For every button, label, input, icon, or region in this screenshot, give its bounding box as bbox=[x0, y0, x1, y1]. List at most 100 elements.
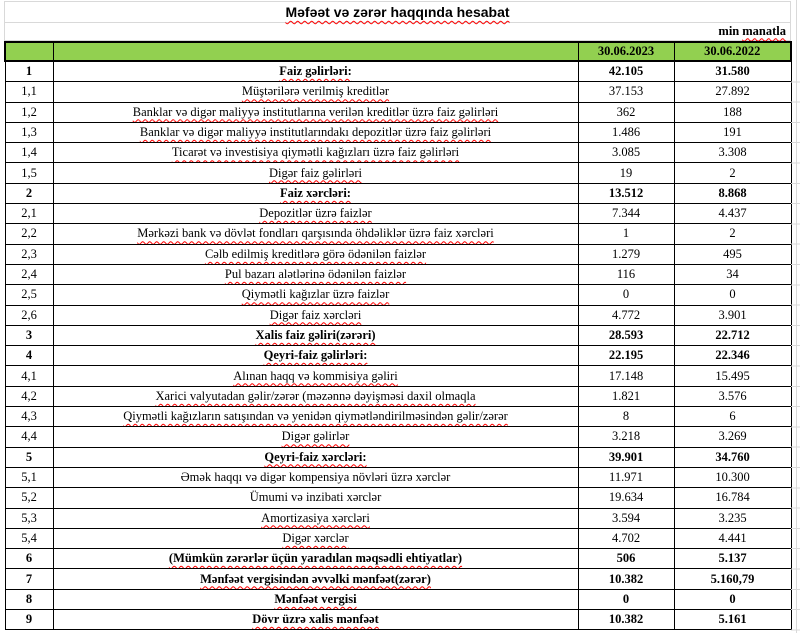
cell-row-number-text: 5 bbox=[25, 449, 33, 464]
cell-value-2022: 34 bbox=[673, 263, 792, 286]
cell-value-2023: 3.218 bbox=[577, 426, 675, 448]
cell-value-2023-text: 13.512 bbox=[608, 185, 644, 200]
table-row: 2,5 Qiymətli kağızlar üzrə faizlər 0 0 bbox=[4, 284, 792, 306]
cell-value-2023: 1.821 bbox=[577, 385, 675, 408]
table-row: 5,3 Amortizasiya xərcləri 3.594 3.235 bbox=[4, 507, 792, 529]
table-row: 4,1 Alınan haqq və kommisiya gəliri 17.148… bbox=[4, 365, 792, 387]
cell-row-label-text: Faiz gəlirləri: bbox=[279, 64, 352, 79]
cell-value-2022-text: 0 bbox=[729, 591, 736, 606]
cell-row-label-text: Depozitlər üzrə faizlər bbox=[259, 206, 372, 221]
cell-value-2022-text: 34 bbox=[726, 267, 739, 282]
cell-value-2022-text: 34.760 bbox=[715, 449, 750, 464]
cell-row-number: 1,3 bbox=[4, 121, 54, 144]
cell-value-2023-text: 11.971 bbox=[609, 470, 643, 485]
table-row: 5,1 Əmək haqqı və digər kompensiya növlər… bbox=[4, 466, 792, 489]
cell-row-label-text: Dövr üzrə xalis mənfəət bbox=[252, 612, 379, 627]
cell-row-number: 5,4 bbox=[4, 527, 54, 550]
cell-value-2023-text: 116 bbox=[616, 267, 636, 282]
cell-row-number-text: 4,2 bbox=[21, 388, 37, 403]
cell-row-number: 1,5 bbox=[4, 162, 54, 184]
cell-row-label: Qiymətli kağızlar üzrə faizlər bbox=[52, 284, 579, 306]
cell-row-number: 2 bbox=[4, 182, 54, 205]
cell-row-label-text: Ümumi və inzibati xərclər bbox=[249, 490, 382, 505]
cell-row-number: 4,2 bbox=[4, 385, 54, 408]
cell-value-2023: 22.195 bbox=[577, 345, 675, 367]
sheet-gridline-vertical bbox=[796, 0, 797, 633]
cell-value-2023: 1.486 bbox=[577, 121, 675, 144]
cell-value-2023: 19.634 bbox=[577, 487, 675, 509]
cell-value-2023: 4.702 bbox=[577, 527, 675, 550]
cell-row-number-text: 8 bbox=[25, 591, 33, 606]
cell-value-2022-text: 3.901 bbox=[718, 307, 747, 322]
cell-value-2022: 3.269 bbox=[673, 426, 792, 448]
table-row: 4,3 Qiymətli kağızların satışından və yen… bbox=[4, 406, 792, 428]
cell-row-label-text: Faiz xərcləri: bbox=[280, 185, 351, 200]
cell-value-2023-text: 17.148 bbox=[608, 368, 644, 383]
cell-value-2022: 3.901 bbox=[673, 304, 792, 326]
unit-row: min manatla bbox=[4, 22, 791, 41]
cell-row-label-text: Xarici valyutadan gəlir/zərər (məzənnə d… bbox=[155, 388, 476, 403]
cell-row-label-text: Qiymətli kağızlar üzrə faizlər bbox=[241, 287, 390, 302]
cell-value-2023: 37.153 bbox=[577, 81, 675, 103]
cell-value-2022-text: 5.160,79 bbox=[710, 571, 755, 586]
table-row: 1,1 Müştərilərə verilmiş kreditlər 37.153 2… bbox=[4, 81, 792, 103]
cell-value-2022-text: 4.437 bbox=[718, 206, 747, 221]
cell-value-2022: 8.868 bbox=[673, 182, 792, 205]
cell-value-2022-text: 4.441 bbox=[718, 530, 747, 545]
table-row: 1 Faiz gəlirləri: 42.105 31.580 bbox=[4, 60, 792, 83]
table-row: 5,2 Ümumi və inzibati xərclər 19.634 16.784 bbox=[4, 487, 792, 509]
cell-value-2022-text: 2 bbox=[729, 226, 736, 241]
cell-value-2022: 5.161 bbox=[673, 609, 792, 631]
cell-value-2023: 10.382 bbox=[577, 609, 675, 631]
cell-row-label: Xarici valyutadan gəlir/zərər (məzənnə d… bbox=[52, 385, 579, 408]
cell-row-number-text: 7 bbox=[25, 571, 33, 586]
cell-row-label: Digər xərclər bbox=[52, 527, 579, 550]
cell-row-number-text: 2 bbox=[25, 185, 33, 200]
cell-value-2023-text: 1.821 bbox=[611, 388, 641, 403]
cell-value-2023-text: 1.486 bbox=[611, 124, 641, 139]
cell-row-label-text: Mənfəət vergisi bbox=[274, 591, 357, 606]
table-row: 8 Mənfəət vergisi 0 0 bbox=[4, 588, 792, 611]
table-row: 4,2 Xarici valyutadan gəlir/zərər (məzənn… bbox=[4, 385, 792, 408]
cell-value-2023: 10.382 bbox=[577, 568, 675, 590]
header-cell-number bbox=[4, 41, 54, 62]
cell-value-2023-text: 1 bbox=[622, 226, 630, 241]
cell-row-label: Faiz gəlirləri: bbox=[52, 60, 579, 83]
cell-value-2023: 17.148 bbox=[577, 365, 675, 387]
cell-value-2023: 1 bbox=[577, 223, 675, 245]
cell-value-2022: 6 bbox=[673, 406, 792, 428]
cell-value-2023-text: 10.382 bbox=[608, 571, 644, 586]
cell-value-2022-text: 22.712 bbox=[715, 327, 750, 342]
cell-row-number-text: 1,4 bbox=[21, 145, 37, 160]
cell-value-2022-text: 191 bbox=[723, 124, 742, 139]
cell-row-number-text: 1,1 bbox=[21, 84, 37, 99]
cell-row-label: Qeyri-faiz gəlirləri: bbox=[52, 345, 579, 367]
cell-value-2023: 28.593 bbox=[577, 324, 675, 347]
cell-row-label: Pul bazarı alətlərinə ödənilən faizlər bbox=[52, 263, 579, 286]
cell-row-number: 4,4 bbox=[4, 426, 54, 448]
cell-row-label: Amortizasiya xərcləri bbox=[52, 507, 579, 529]
cell-value-2023-text: 0 bbox=[622, 287, 630, 302]
cell-row-label: Mənfəət vergisi bbox=[52, 588, 579, 611]
cell-value-2023: 4.772 bbox=[577, 304, 675, 326]
cell-value-2022: 191 bbox=[673, 121, 792, 144]
cell-row-number-text: 1,5 bbox=[21, 165, 37, 180]
cell-row-label: (Mümkün zərərlər üçün yaradılan məqsədli… bbox=[52, 548, 579, 570]
cell-row-label-text: Xalis faiz gəliri(zərəri) bbox=[255, 327, 376, 342]
cell-value-2023: 7.344 bbox=[577, 203, 675, 225]
cell-row-label-text: Alınan haqq və kommisiya gəliri bbox=[233, 368, 398, 383]
cell-row-label: Cəlb edilmiş kreditlərə görə ödənilən fa… bbox=[52, 243, 579, 265]
cell-value-2023: 1.279 bbox=[577, 243, 675, 265]
cell-value-2023: 506 bbox=[577, 548, 675, 570]
cell-row-label-text: Əmək haqqı və digər kompensiya növləri ü… bbox=[180, 470, 451, 485]
cell-row-number-text: 2,3 bbox=[21, 246, 37, 261]
cell-row-number-text: 2,1 bbox=[21, 206, 37, 221]
cell-value-2022: 5.160,79 bbox=[673, 568, 792, 590]
cell-value-2023-text: 42.105 bbox=[608, 64, 644, 79]
cell-row-label-text: Digər faiz gəlirləri bbox=[268, 165, 362, 180]
cell-row-label: Ümumi və inzibati xərclər bbox=[52, 487, 579, 509]
cell-value-2022: 0 bbox=[673, 588, 792, 611]
cell-row-label-text: Digər faiz xərcləri bbox=[269, 307, 362, 322]
cell-value-2022: 0 bbox=[673, 284, 792, 306]
